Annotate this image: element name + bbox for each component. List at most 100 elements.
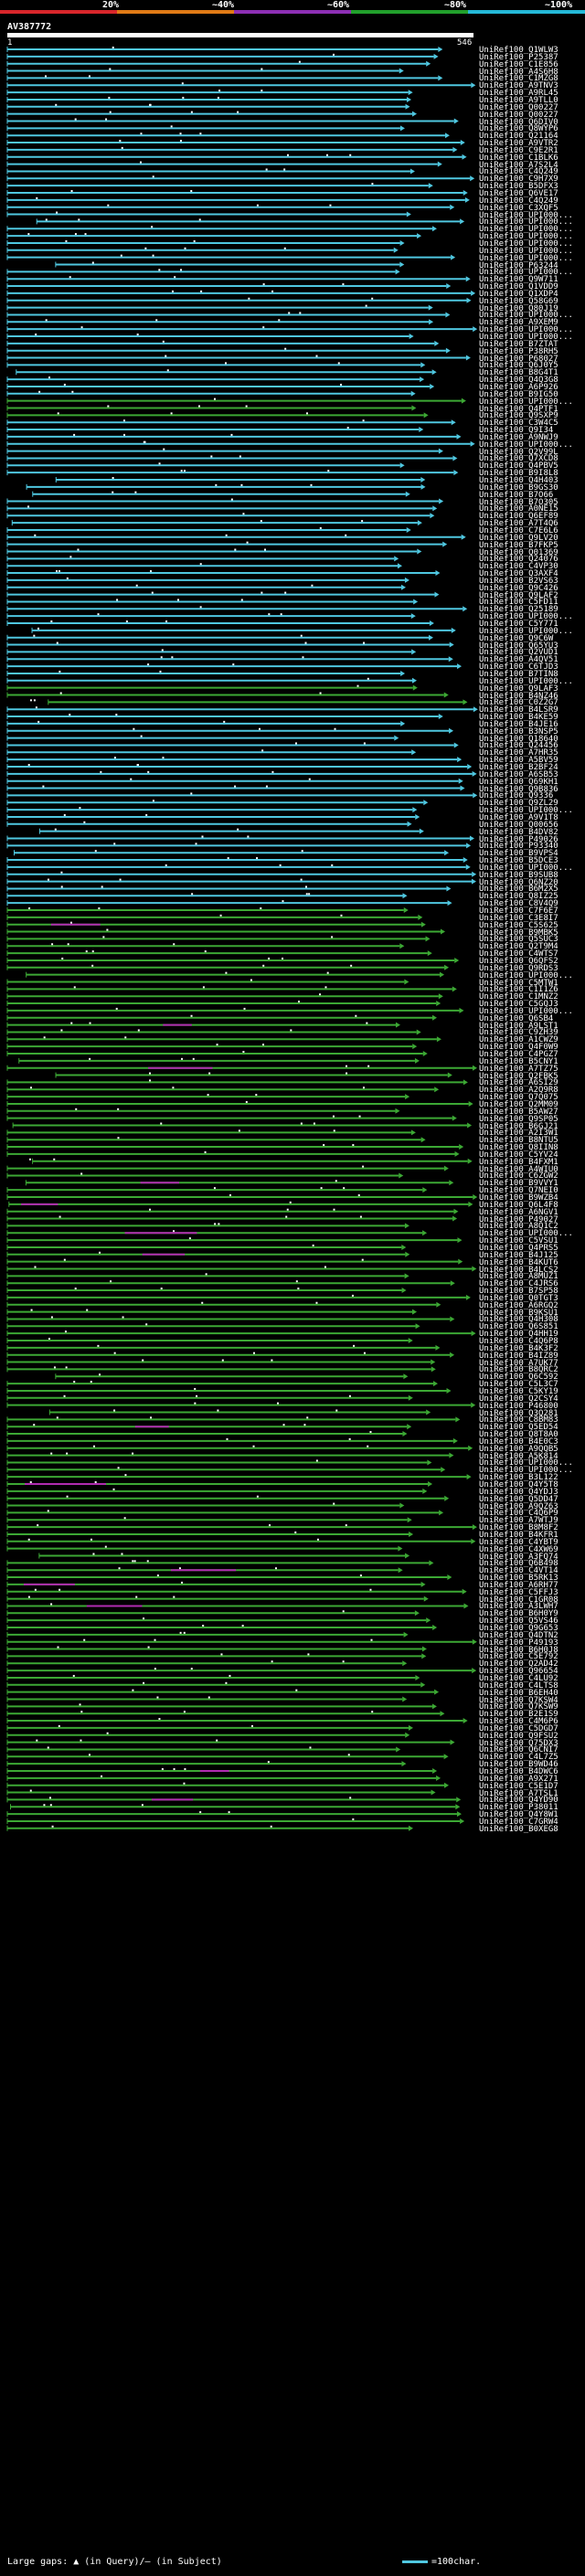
hit-label[interactable]: UniRef100_Q9B836 <box>479 784 558 794</box>
hit-label[interactable]: UniRef100_B4KFR1 <box>479 1530 558 1540</box>
hit-label[interactable]: UniRef100_P38RH5 <box>479 346 558 356</box>
hit-label[interactable]: UniRef100_C5E792 <box>479 1652 558 1662</box>
hit-label[interactable]: UniRef100_UPI000... <box>479 253 573 263</box>
hit-label[interactable]: UniRef100_Q7KSW4 <box>479 1695 558 1705</box>
hit-label[interactable]: UniRef100_A9RL45 <box>479 89 558 99</box>
hit-label[interactable]: UniRef100_Q4DTN2 <box>479 1630 558 1640</box>
hit-label[interactable]: UniRef100_UPI000... <box>479 325 573 335</box>
hit-label[interactable]: UniRef100_A9QZ63 <box>479 1501 558 1511</box>
hit-label[interactable]: UniRef100_B9WZB4 <box>479 1193 558 1203</box>
hit-label[interactable]: UniRef100_C5MTW1 <box>479 978 558 988</box>
hit-label[interactable]: UniRef100_A9TLL0 <box>479 95 558 105</box>
hit-label[interactable]: UniRef100_C4PGZ7 <box>479 1050 558 1059</box>
hit-label[interactable]: UniRef100_B4E0C3 <box>479 1436 558 1447</box>
hit-label[interactable]: UniRef100_A9NWJ9 <box>479 432 558 442</box>
hit-label[interactable]: UniRef100_C6TJD3 <box>479 663 558 673</box>
hit-label[interactable]: UniRef100_P93340 <box>479 842 558 852</box>
hit-label[interactable]: UniRef100_Q6QFS2 <box>479 956 558 966</box>
hit-label[interactable]: UniRef100_Q6C592 <box>479 1373 558 1383</box>
hit-label[interactable]: UniRef100_P49027 <box>479 1214 558 1224</box>
hit-label[interactable]: UniRef100_UPI000... <box>479 397 573 407</box>
hit-label[interactable]: UniRef100_A7WTJ9 <box>479 1516 558 1526</box>
hit-label[interactable]: UniRef100_B4J125 <box>479 1250 558 1260</box>
hit-label[interactable]: UniRef100_Q4HH19 <box>479 1330 558 1340</box>
hit-label[interactable]: UniRef100_Q9LAF2 <box>479 590 558 600</box>
hit-label[interactable]: UniRef100_A1CWZ9 <box>479 1035 558 1045</box>
hit-label[interactable]: UniRef100_C5FD11 <box>479 598 558 608</box>
hit-label[interactable]: UniRef100_Q65YU3 <box>479 641 558 651</box>
hit-label[interactable]: UniRef100_B6H0Y9 <box>479 1609 558 1619</box>
hit-label[interactable]: UniRef100_Q6EF89 <box>479 512 558 522</box>
hit-label[interactable]: UniRef100_B4NZ46 <box>479 691 558 701</box>
hit-label[interactable]: UniRef100_Q9FSU2 <box>479 1731 558 1741</box>
hit-label[interactable]: UniRef100_B6H0J8 <box>479 1645 558 1655</box>
hit-label[interactable]: UniRef100_A4QV51 <box>479 655 558 665</box>
hit-label[interactable]: UniRef100_C7GRW4 <box>479 1817 558 1827</box>
hit-label[interactable]: UniRef100_C9ZH39 <box>479 1028 558 1038</box>
hit-label[interactable]: UniRef100_C4YBT9 <box>479 1537 558 1547</box>
hit-label[interactable]: UniRef100_A7S2L4 <box>479 160 558 170</box>
hit-label[interactable]: UniRef100_Q1WLW3 <box>479 46 558 55</box>
hit-label[interactable]: UniRef100_Q01369 <box>479 547 558 557</box>
hit-label[interactable]: UniRef100_Q9G653 <box>479 1624 558 1633</box>
hit-label[interactable]: UniRef100_Q4H308 <box>479 1315 558 1325</box>
hit-label[interactable]: UniRef100_Q6B498 <box>479 1559 558 1569</box>
hit-label[interactable]: UniRef100_UPI000... <box>479 1006 573 1016</box>
hit-label[interactable]: UniRef100_Q6DIV0 <box>479 117 558 127</box>
hit-label[interactable]: UniRef100_C4Q249 <box>479 167 558 177</box>
hit-label[interactable]: UniRef100_Q4YD90 <box>479 1796 558 1806</box>
hit-label[interactable]: UniRef100_P49026 <box>479 834 558 844</box>
hit-label[interactable]: UniRef100_Q8IZ25 <box>479 892 558 902</box>
hit-label[interactable]: UniRef100_A6SB53 <box>479 769 558 779</box>
hit-label[interactable]: UniRef100_Q9SXP9 <box>479 411 558 421</box>
hit-label[interactable]: UniRef100_Q2V99L <box>479 447 558 457</box>
hit-label[interactable]: UniRef100_Q75DX3 <box>479 1738 558 1748</box>
hit-label[interactable]: UniRef100_A6SI29 <box>479 1078 558 1088</box>
hit-label[interactable]: UniRef100_A9QQB5 <box>479 1444 558 1454</box>
hit-label[interactable]: UniRef100_Q00656 <box>479 820 558 830</box>
hit-label[interactable]: UniRef100_B9GS30 <box>479 482 558 493</box>
hit-label[interactable]: UniRef100_C8BM83 <box>479 1415 558 1426</box>
hit-label[interactable]: UniRef100_Q6L4F8 <box>479 1200 558 1210</box>
hit-label[interactable]: UniRef100_UPI000... <box>479 225 573 235</box>
hit-label[interactable]: UniRef100_Q58G69 <box>479 296 558 306</box>
hit-label[interactable]: UniRef100_B8G4T1 <box>479 368 558 378</box>
hit-label[interactable]: UniRef100_Q1VDD9 <box>479 282 558 292</box>
hit-label[interactable]: UniRef100_B4JE16 <box>479 719 558 729</box>
hit-label[interactable]: UniRef100_C7E6L6 <box>479 525 558 535</box>
hit-label[interactable]: UniRef100_A8Q1C2 <box>479 1222 558 1232</box>
hit-label[interactable]: UniRef100_C1MZG8 <box>479 74 558 84</box>
hit-label[interactable]: UniRef100_Q8T8A0 <box>479 1430 558 1440</box>
hit-label[interactable]: UniRef100_B9IG50 <box>479 389 558 399</box>
hit-label[interactable]: UniRef100_B2VS63 <box>479 576 558 586</box>
hit-label[interactable]: UniRef100_Q6CNI7 <box>479 1745 558 1755</box>
hit-label[interactable]: UniRef100_B2BF24 <box>479 763 558 772</box>
hit-label[interactable]: UniRef100_B3L122 <box>479 1473 558 1483</box>
hit-label[interactable]: UniRef100_Q6VE17 <box>479 189 558 198</box>
hit-label[interactable]: UniRef100_UPI000... <box>479 863 573 873</box>
hit-label[interactable]: UniRef100_C1I1Z6 <box>479 985 558 995</box>
hit-label[interactable]: UniRef100_C5E1D7 <box>479 1781 558 1791</box>
hit-label[interactable]: UniRef100_B5CNY1 <box>479 1056 558 1066</box>
hit-label[interactable]: UniRef100_B7O66 <box>479 490 554 500</box>
hit-label[interactable]: UniRef100_C4JRS6 <box>479 1279 558 1289</box>
hit-label[interactable]: UniRef100_C4L7Z5 <box>479 1753 558 1763</box>
hit-label[interactable]: UniRef100_B4DV82 <box>479 827 558 837</box>
hit-label[interactable]: UniRef100_A6P926 <box>479 382 558 392</box>
hit-label[interactable]: UniRef100_C5Y771 <box>479 620 558 629</box>
hit-label[interactable]: UniRef100_C3W4C5 <box>479 419 558 429</box>
hit-label[interactable]: UniRef100_B4LCS2 <box>479 1265 558 1275</box>
hit-label[interactable]: UniRef100_Q7XCD8 <box>479 454 558 464</box>
hit-label[interactable]: UniRef100_Q9LV20 <box>479 533 558 543</box>
hit-label[interactable]: UniRef100_A2Q9R8 <box>479 1086 558 1096</box>
hit-label[interactable]: UniRef100_B4DWC6 <box>479 1767 558 1776</box>
hit-label[interactable]: UniRef100_C4XW69 <box>479 1544 558 1554</box>
hit-label[interactable]: UniRef100_UPI000... <box>479 239 573 249</box>
hit-label[interactable]: UniRef100_Q2CSY4 <box>479 1394 558 1404</box>
hit-label[interactable]: UniRef100_B8QRC2 <box>479 1365 558 1375</box>
hit-label[interactable]: UniRef100_Q2MM09 <box>479 1099 558 1109</box>
query-title[interactable]: AV387772 <box>7 22 52 32</box>
hit-label[interactable]: UniRef100_A9LST1 <box>479 1021 558 1031</box>
hit-label[interactable]: UniRef100_Q4F0W9 <box>479 1043 558 1053</box>
hit-label[interactable]: UniRef100_A9TNV3 <box>479 81 558 91</box>
